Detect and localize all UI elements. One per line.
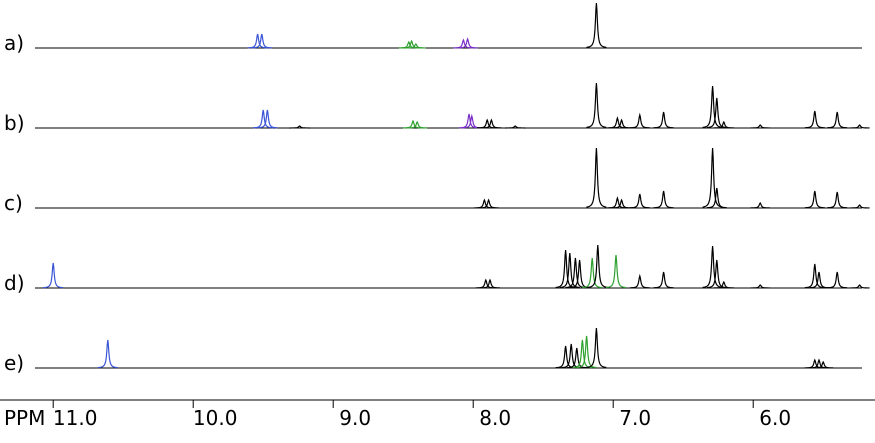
peak	[702, 147, 723, 208]
peak	[653, 111, 674, 129]
trace-label: c)	[4, 191, 23, 215]
peak	[706, 259, 727, 289]
peak	[653, 190, 674, 209]
x-axis-label: PPM	[4, 406, 45, 430]
peak	[477, 118, 498, 129]
peak	[475, 278, 496, 289]
peak	[804, 110, 825, 129]
peak	[849, 124, 870, 129]
trace-label: b)	[4, 111, 25, 135]
trace-label: a)	[4, 31, 24, 55]
peak	[474, 198, 495, 209]
peak	[582, 257, 603, 289]
peak	[253, 109, 274, 129]
peak	[750, 284, 771, 289]
peak	[247, 33, 268, 49]
peak	[587, 244, 608, 288]
peak	[407, 120, 428, 129]
peak	[827, 111, 848, 129]
peak	[629, 193, 650, 209]
peak	[706, 97, 727, 129]
peak	[804, 263, 825, 289]
x-tick-label: 9.0	[339, 406, 371, 430]
peak	[505, 125, 526, 129]
peak	[750, 124, 771, 129]
peak	[629, 273, 650, 289]
peak	[611, 198, 632, 209]
peak	[478, 198, 499, 209]
peak	[706, 187, 727, 209]
peak	[257, 109, 278, 129]
peak	[702, 245, 723, 288]
peak	[605, 254, 627, 289]
peak	[713, 280, 734, 289]
peak	[453, 38, 474, 49]
peak	[827, 271, 848, 289]
peak	[43, 262, 64, 289]
peak	[713, 120, 734, 129]
peak	[405, 43, 426, 49]
peak	[607, 116, 628, 129]
peak	[849, 204, 870, 209]
peak	[586, 2, 607, 48]
peak	[457, 37, 478, 49]
peak	[586, 147, 607, 208]
peak	[827, 191, 848, 209]
peak	[813, 360, 834, 369]
peak	[289, 125, 310, 129]
peak	[804, 190, 825, 209]
peak	[402, 119, 424, 129]
peak	[750, 201, 771, 209]
peak	[586, 327, 607, 369]
peak	[804, 358, 825, 369]
peak	[479, 278, 501, 289]
peak	[849, 284, 870, 289]
peak	[566, 347, 587, 369]
peak	[702, 85, 723, 128]
peak	[565, 257, 586, 289]
peak	[808, 358, 830, 369]
x-tick-label: 10.0	[193, 406, 238, 430]
x-tick-label: 8.0	[479, 406, 511, 430]
peak	[586, 82, 607, 128]
peak	[97, 339, 118, 369]
x-tick-label: 7.0	[619, 406, 651, 430]
peak	[629, 112, 650, 129]
peak	[611, 118, 632, 129]
peak	[481, 118, 502, 129]
trace-label: d)	[4, 271, 25, 295]
peak	[251, 33, 272, 49]
peak	[653, 271, 674, 289]
peak	[576, 335, 597, 369]
peak	[808, 271, 830, 289]
x-tick-label: 6.0	[759, 406, 791, 430]
peak	[559, 252, 580, 289]
x-tick-label: 11.0	[53, 406, 98, 430]
peak	[607, 196, 628, 209]
trace-label: e)	[4, 351, 24, 375]
